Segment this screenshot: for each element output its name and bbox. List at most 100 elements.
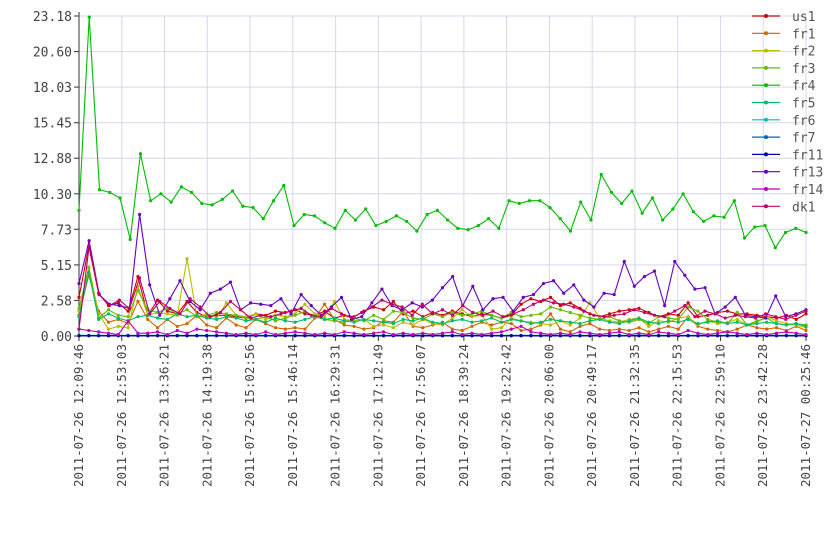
legend-entry-fr6: fr6 <box>752 114 815 129</box>
x-tick-label: 2011-07-26 20:49:17 <box>584 344 599 487</box>
data-point <box>774 321 779 326</box>
data-point <box>755 319 759 323</box>
data-point <box>234 313 238 317</box>
data-point <box>657 319 661 323</box>
data-point <box>691 210 695 214</box>
data-point <box>137 212 142 217</box>
data-point <box>725 321 730 326</box>
data-point <box>481 313 485 317</box>
legend-marker <box>764 152 768 157</box>
legend: us1 fr1 fr2 fr3 fr4 fr5 fr6 fr7 fr11 fr13 fr14 dk1 <box>752 10 823 215</box>
data-point <box>519 319 523 323</box>
legend-entry-fr3: fr3 <box>752 62 815 77</box>
data-point <box>612 292 616 297</box>
data-point <box>470 320 474 324</box>
data-point <box>673 309 677 313</box>
data-point <box>148 283 152 287</box>
series-line-fr4 <box>78 17 807 249</box>
data-point <box>283 327 287 331</box>
data-point <box>538 199 542 203</box>
data-point <box>362 333 366 337</box>
x-tick-label: 2011-07-26 20:06:00 <box>541 344 556 487</box>
data-point <box>676 320 680 324</box>
data-point <box>609 190 614 195</box>
data-point <box>599 172 603 177</box>
data-point <box>117 304 121 308</box>
data-point <box>362 327 366 331</box>
legend-label: fr4 <box>792 79 816 94</box>
data-point <box>588 319 592 323</box>
data-point <box>607 312 612 316</box>
legend-label: us1 <box>792 10 815 25</box>
data-point <box>440 315 445 319</box>
data-point <box>292 223 296 228</box>
data-point <box>568 330 572 334</box>
data-point <box>466 228 470 232</box>
data-point <box>400 308 404 312</box>
data-point <box>136 331 140 335</box>
data-point <box>548 295 553 299</box>
data-point <box>421 316 425 320</box>
data-point <box>558 319 562 323</box>
data-point <box>519 324 523 328</box>
data-point <box>753 225 757 229</box>
data-point <box>686 334 690 338</box>
data-point <box>686 317 690 322</box>
data-point <box>87 266 91 270</box>
x-tick-label: 2011-07-26 12:09:46 <box>71 344 86 487</box>
data-point <box>155 326 160 330</box>
data-point <box>450 313 455 317</box>
legend-label: fr2 <box>792 45 815 60</box>
data-point <box>293 330 297 334</box>
data-point <box>241 204 245 208</box>
data-point <box>681 192 685 196</box>
data-point <box>578 321 582 326</box>
data-point <box>652 269 657 273</box>
x-tick-label: 2011-07-26 17:12:49 <box>370 344 385 487</box>
data-point <box>353 218 358 222</box>
data-point <box>374 223 378 228</box>
x-tick-label: 2011-07-26 18:39:24 <box>456 344 471 487</box>
legend-marker <box>764 48 768 53</box>
data-point <box>521 308 525 312</box>
data-point <box>158 299 162 304</box>
data-point <box>774 294 778 298</box>
data-point <box>588 321 592 326</box>
data-point <box>551 301 556 305</box>
data-point <box>303 317 307 322</box>
data-point <box>97 317 101 322</box>
data-point <box>650 196 655 200</box>
data-point <box>293 334 297 338</box>
data-point <box>666 319 671 323</box>
data-point <box>208 291 212 295</box>
data-point <box>293 313 297 317</box>
data-point <box>558 331 562 335</box>
y-tick-label: 7.73 <box>41 223 72 238</box>
data-point <box>205 334 209 338</box>
data-point <box>794 334 798 338</box>
data-point <box>511 309 515 313</box>
data-point <box>657 321 661 326</box>
data-point <box>312 214 317 218</box>
data-point <box>765 333 769 337</box>
data-point <box>558 217 562 221</box>
y-tick-label: 20.60 <box>33 46 72 61</box>
data-point <box>364 207 368 211</box>
data-point <box>784 317 788 322</box>
data-point <box>224 331 228 335</box>
data-point <box>509 317 513 322</box>
data-point <box>794 317 798 322</box>
data-point <box>87 244 91 248</box>
data-point <box>480 319 484 323</box>
data-point <box>440 331 445 335</box>
data-point <box>589 218 593 222</box>
data-point <box>137 276 142 280</box>
data-point <box>249 316 253 320</box>
data-point <box>612 313 616 317</box>
data-point <box>259 313 263 317</box>
data-point <box>155 334 160 338</box>
data-point <box>712 214 716 218</box>
data-point <box>77 295 81 299</box>
data-point <box>735 310 739 315</box>
data-point <box>486 217 491 221</box>
